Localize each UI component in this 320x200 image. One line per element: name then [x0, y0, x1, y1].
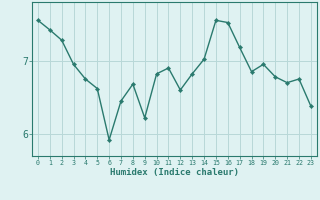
X-axis label: Humidex (Indice chaleur): Humidex (Indice chaleur)	[110, 168, 239, 177]
